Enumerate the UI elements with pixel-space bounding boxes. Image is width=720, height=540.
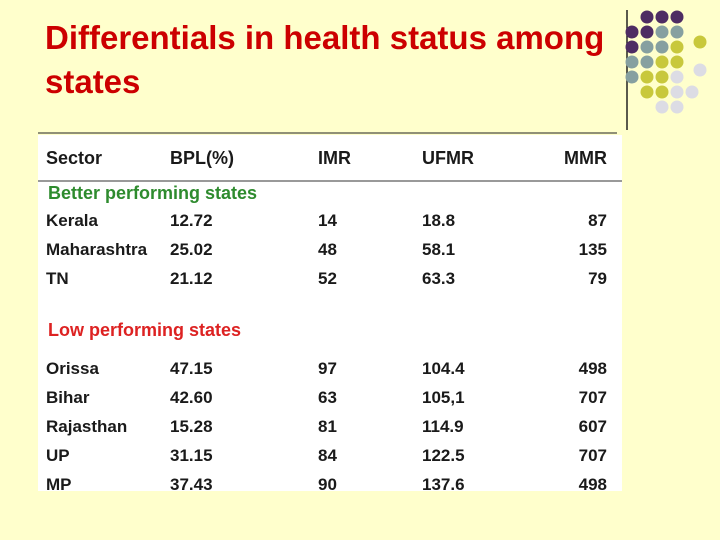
table-cell: 12.72: [170, 211, 213, 230]
column-header: MMR: [564, 148, 607, 168]
state-name: MP: [46, 475, 72, 494]
table-cell: 63: [318, 388, 337, 407]
column-header: UFMR: [422, 148, 474, 168]
state-name: UP: [46, 446, 70, 465]
table-cell: 90: [318, 475, 337, 494]
column-header: Sector: [46, 148, 103, 168]
table-cell: 84: [318, 446, 337, 465]
table-cell: 498: [578, 475, 607, 494]
table-cell: 14: [318, 211, 337, 230]
table: Sector BPL(%) IMR UFMR MMR Better performing …: [38, 135, 622, 494]
table-cell: 137.6: [422, 475, 465, 494]
state-name: Rajasthan: [46, 417, 128, 436]
table-cell: 37.43: [170, 475, 213, 494]
dot-pattern: [625, 10, 707, 114]
table-cell: 48: [318, 240, 337, 259]
table-rule: [38, 180, 622, 182]
section-label: Better performing states: [48, 183, 258, 203]
state-name: Orissa: [46, 359, 99, 378]
table-cell: 63.3: [422, 269, 456, 288]
table-cell: 97: [318, 359, 337, 378]
state-name: Bihar: [46, 388, 90, 407]
table-cell: 707: [578, 388, 607, 407]
column-header: BPL(%): [170, 148, 234, 168]
table-cell: 105,1: [422, 388, 465, 407]
table-cell: 52: [318, 269, 337, 288]
table-cell: 31.15: [170, 446, 213, 465]
table-cell: 42.60: [170, 388, 213, 407]
table-cell: 18.8: [422, 211, 456, 230]
table-cell: 47.15: [170, 359, 213, 378]
table-cell: 79: [588, 269, 607, 288]
state-name: Kerala: [46, 211, 98, 230]
table-cell: 104.4: [422, 359, 465, 378]
table-cell: 15.28: [170, 417, 213, 436]
state-name: TN: [46, 269, 69, 288]
table-cell: 114.9: [422, 417, 464, 436]
table-cell: 498: [578, 359, 607, 378]
table-cell: 87: [588, 211, 607, 230]
state-name: Maharashtra: [46, 240, 148, 259]
table-cell: 122.5: [422, 446, 465, 465]
table-cell: 21.12: [170, 269, 213, 288]
table-cell: 81: [318, 417, 337, 436]
slide-title: Differentials in health status among sta…: [45, 19, 605, 100]
table-cell: 25.02: [170, 240, 213, 259]
table-cell: 135: [578, 240, 607, 259]
column-header: IMR: [318, 148, 351, 168]
section-label: Low performing states: [48, 320, 242, 340]
table-cell: 607: [578, 417, 607, 436]
table-cell: 58.1: [422, 240, 456, 259]
table-cell: 707: [578, 446, 607, 465]
